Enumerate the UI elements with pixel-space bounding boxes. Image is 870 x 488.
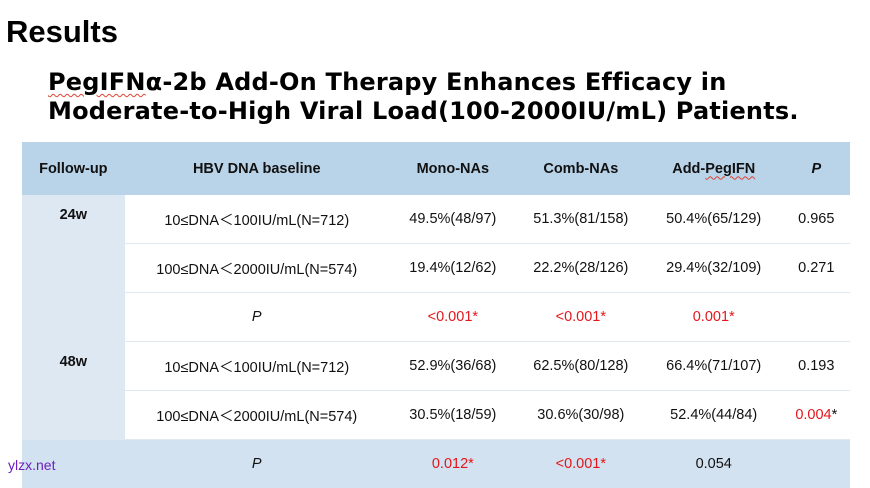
add-cell: 29.4%(32/109): [645, 244, 783, 293]
baseline-cell: 10≤DNA＜100IU/mL(N=712): [125, 195, 389, 244]
baseline-cell: 100≤DNA＜2000IU/mL(N=574): [125, 391, 389, 440]
followup-cell: 24w: [22, 195, 125, 342]
header-p: P: [783, 142, 850, 195]
comb-cell: 30.6%(30/98): [517, 391, 645, 440]
p-row-label: P: [125, 293, 389, 342]
followup-cell: 48w: [22, 342, 125, 440]
header-add-drug: PegIFN: [705, 161, 755, 177]
baseline-cell: 100≤DNA＜2000IU/mL(N=574): [125, 244, 389, 293]
p-row-empty: [783, 293, 850, 342]
mono-cell: 49.5%(48/97): [389, 195, 517, 244]
watermark: ylzx.net: [8, 457, 55, 473]
results-table: Follow-up HBV DNA baseline Mono-NAs Comb…: [22, 142, 850, 488]
mono-cell: 30.5%(18/59): [389, 391, 517, 440]
p-cell: 0.271: [783, 244, 850, 293]
header-baseline: HBV DNA baseline: [125, 142, 389, 195]
header-followup: Follow-up: [22, 142, 125, 195]
add-cell: 52.4%(44/84): [645, 391, 783, 440]
p-value-row: P <0.001* <0.001* 0.001*: [22, 293, 850, 342]
slide-title-drug: PegIFN: [48, 68, 146, 96]
p-cell: 0.965: [783, 195, 850, 244]
table-row: 48w 10≤DNA＜100IU/mL(N=712) 52.9%(36/68) …: [22, 342, 850, 391]
slide-title-text: α-2b Add-On Therapy Enhances Efficacy in…: [48, 68, 799, 125]
table-row: 100≤DNA＜2000IU/mL(N=574) 19.4%(12/62) 22…: [22, 244, 850, 293]
p-value-significant: 0.004: [795, 407, 831, 423]
slide-title: PegIFNα-2b Add-On Therapy Enhances Effic…: [48, 68, 858, 126]
p-cell: 0.004*: [783, 391, 850, 440]
p-cell: 0.193: [783, 342, 850, 391]
comb-cell: 62.5%(80/128): [517, 342, 645, 391]
p-row-add: 0.001*: [645, 293, 783, 342]
mono-cell: 19.4%(12/62): [389, 244, 517, 293]
table-row: 24w 10≤DNA＜100IU/mL(N=712) 49.5%(48/97) …: [22, 195, 850, 244]
p-row-comb: <0.001*: [517, 293, 645, 342]
section-heading: Results: [6, 14, 118, 50]
comb-cell: 22.2%(28/126): [517, 244, 645, 293]
mono-cell: 52.9%(36/68): [389, 342, 517, 391]
header-add-pegifn: Add-PegIFN: [645, 142, 783, 195]
table-header-row: Follow-up HBV DNA baseline Mono-NAs Comb…: [22, 142, 850, 195]
comb-cell: 51.3%(81/158): [517, 195, 645, 244]
table-row: 100≤DNA＜2000IU/mL(N=574) 30.5%(18/59) 30…: [22, 391, 850, 440]
p-value-star: *: [832, 407, 838, 423]
add-cell: 50.4%(65/129): [645, 195, 783, 244]
p-row-mono: <0.001*: [389, 293, 517, 342]
header-comb: Comb-NAs: [517, 142, 645, 195]
add-cell: 66.4%(71/107): [645, 342, 783, 391]
baseline-cell: 10≤DNA＜100IU/mL(N=712): [125, 342, 389, 391]
header-add-prefix: Add-: [672, 161, 705, 177]
header-mono: Mono-NAs: [389, 142, 517, 195]
